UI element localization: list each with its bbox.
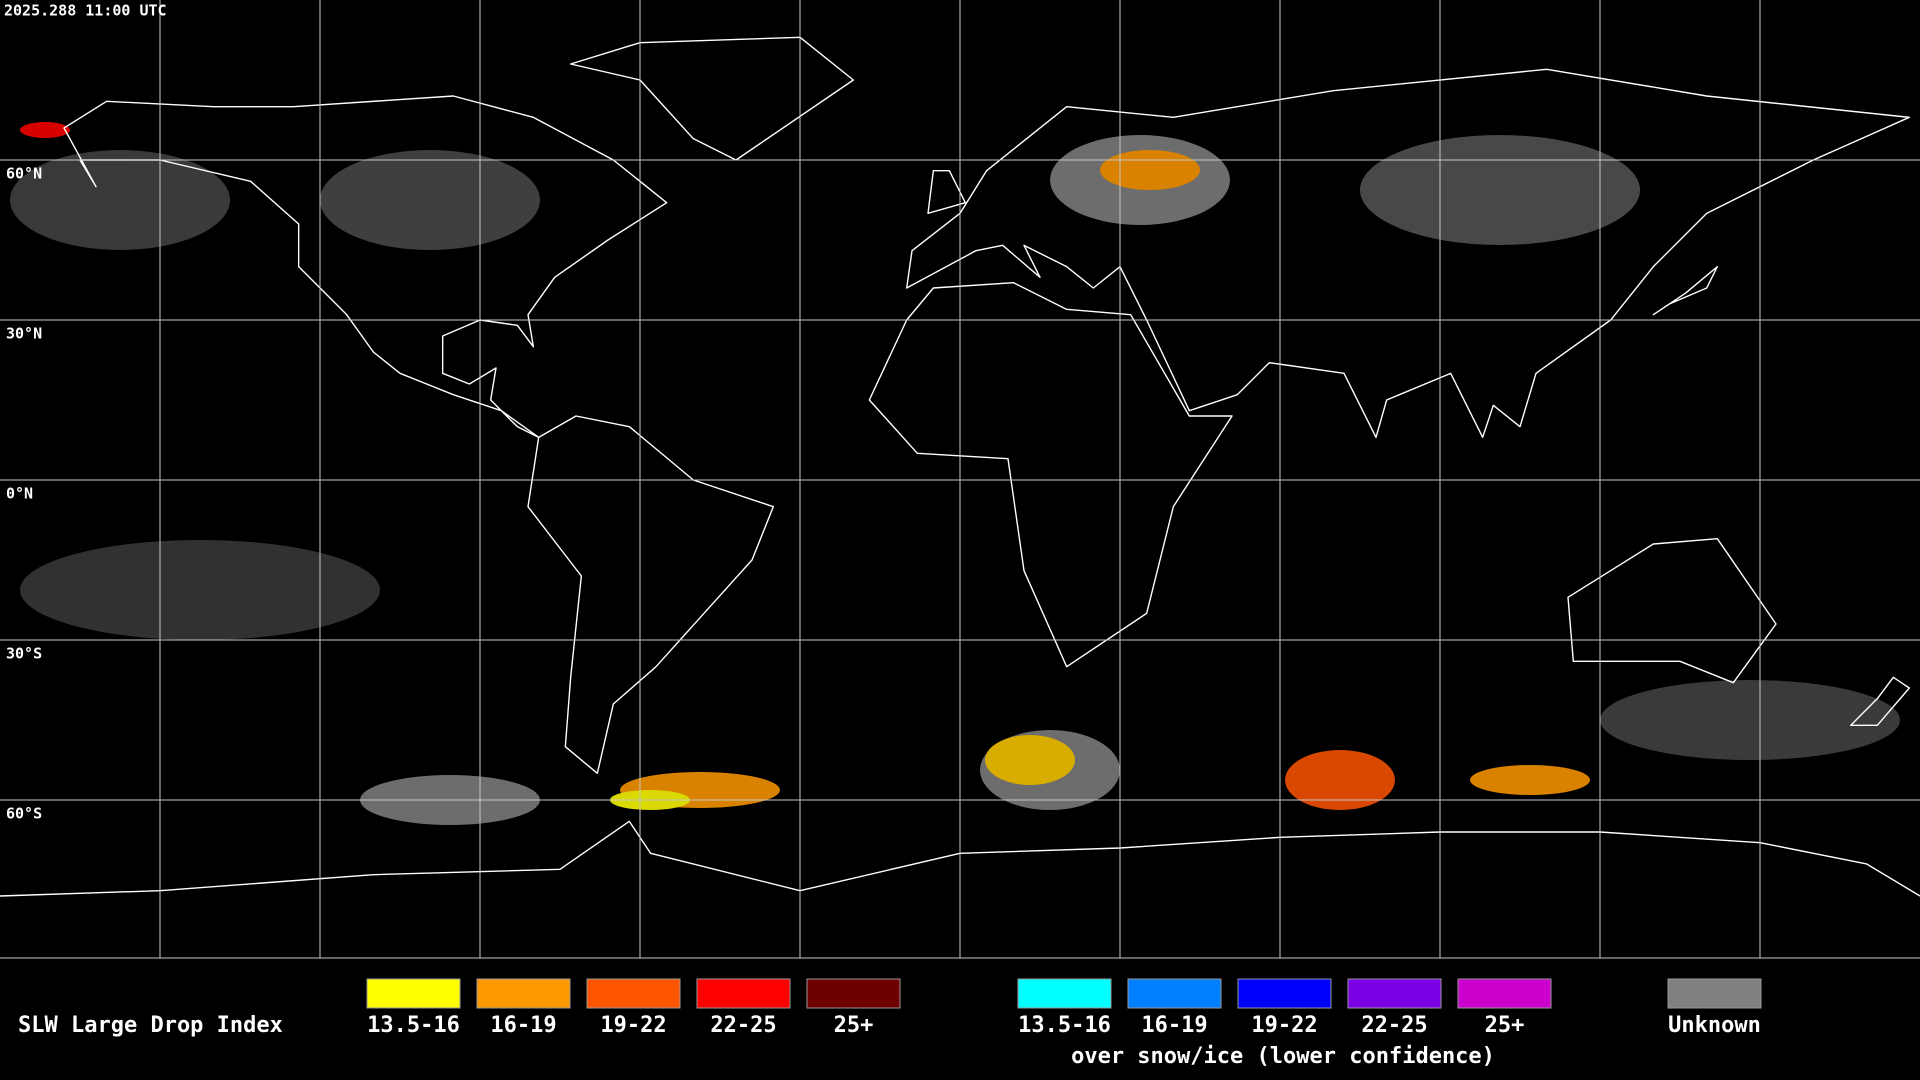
legend-label: 19-22 [1251,1013,1317,1038]
legend-swatch [806,978,901,1009]
latitude-label: 30°S [6,645,42,663]
legend-swatch [1347,978,1442,1009]
legend-swatch [1017,978,1112,1009]
latitude-label: 30°N [6,325,42,343]
cloud-blob [985,735,1075,785]
legend-label: 16-19 [1141,1013,1207,1038]
coastline [928,171,965,214]
cloud-blob [320,150,540,250]
cloud-blob [1285,750,1395,810]
legend-label: 22-25 [1361,1013,1427,1038]
coastline [571,37,854,160]
legend-swatch [366,978,461,1009]
legend-swatch [1237,978,1332,1009]
legend-title: SLW Large Drop Index [18,1013,283,1038]
legend-label: 13.5-16 [367,1013,460,1038]
latitude-label: 60°N [6,165,42,183]
legend-note: over snow/ice (lower confidence) [1071,1044,1495,1069]
legend-swatch [1667,978,1762,1009]
coastline [64,96,667,437]
coastline [1653,267,1717,315]
legend-swatch [1127,978,1222,1009]
legend-swatch [586,978,681,1009]
coastline [907,69,1910,437]
legend-label: 16-19 [490,1013,556,1038]
legend-swatch [476,978,571,1009]
legend-panel [0,958,1920,1080]
legend-label: 19-22 [600,1013,666,1038]
legend-label: 22-25 [710,1013,776,1038]
coastline [1851,677,1910,725]
cloud-blob [1360,135,1640,245]
latitude-label: 60°S [6,805,42,823]
cloud-blob [20,122,70,138]
cloud-blob [10,150,230,250]
legend-label: Unknown [1668,1013,1761,1038]
cloud-blob [1100,150,1200,190]
coastline [1568,539,1776,683]
legend-label: 13.5-16 [1018,1013,1111,1038]
legend-swatch [1457,978,1552,1009]
latitude-label: 0°N [6,485,33,503]
legend-swatch [696,978,791,1009]
legend-label: 25+ [1485,1013,1525,1038]
coastline [528,416,773,773]
timestamp: 2025.288 11:00 UTC [4,2,167,20]
cloud-field [10,122,1900,825]
cloud-blob [1470,765,1590,795]
cloud-blob [20,540,380,640]
legend-label: 25+ [834,1013,874,1038]
graticule: 60°N 30°N 0°N 30°S 60°S [0,0,1920,958]
cloud-blob [1600,680,1900,760]
